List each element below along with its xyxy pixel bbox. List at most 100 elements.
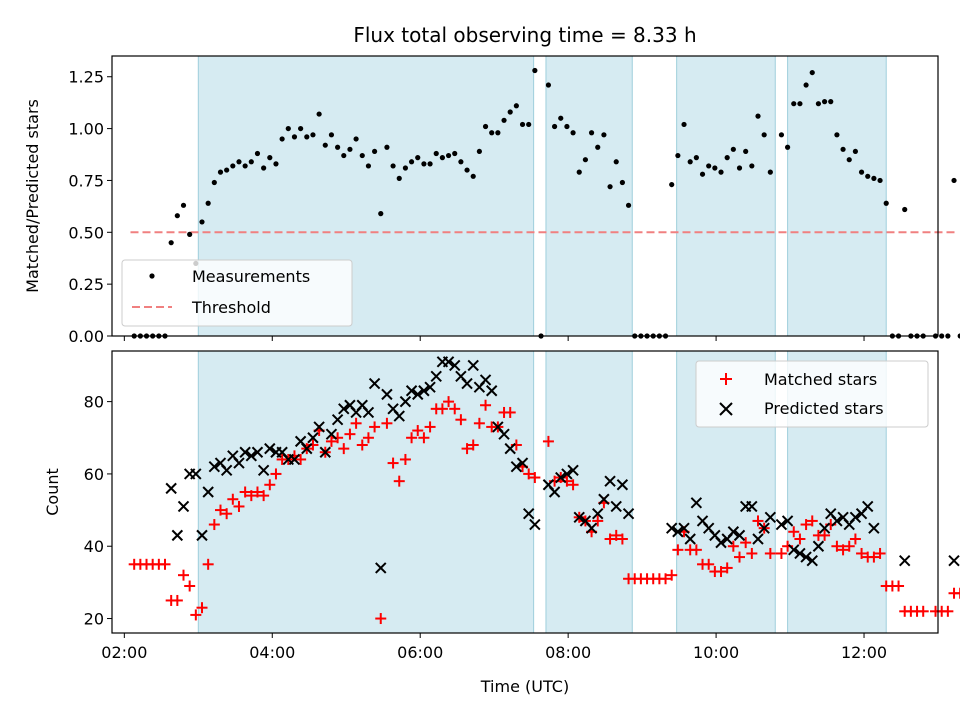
predicted-stars-point-11 — [233, 457, 245, 469]
bottom-shaded-interval-1 — [545, 350, 633, 634]
measurements-point-131 — [951, 177, 957, 184]
predicted-stars-point-87 — [746, 500, 758, 513]
predicted-stars-point-88 — [752, 533, 764, 545]
measurements-point-93 — [706, 163, 712, 169]
measurements-point-113 — [834, 132, 840, 138]
measurements-point-15 — [224, 167, 230, 173]
matched-stars-point-41 — [381, 417, 393, 429]
matched-stars-point-95 — [721, 562, 733, 574]
measurements-point-45 — [408, 159, 415, 165]
measurements-point-21 — [261, 165, 267, 171]
predicted-stars-point-33 — [368, 377, 381, 390]
measurements-point-51 — [445, 152, 452, 159]
measurements-point-7 — [174, 213, 180, 219]
predicted-stars-point-56 — [510, 460, 523, 473]
matched-stars-point-78 — [616, 533, 628, 545]
measurements-point-46 — [415, 155, 421, 161]
legend-matched-marker — [720, 373, 732, 385]
top-panel-title: Flux total observing time = 8.33 h — [353, 23, 696, 47]
matched-stars-point-98 — [740, 537, 752, 549]
matched-stars-point-65 — [529, 472, 541, 484]
measurements-point-43 — [396, 175, 402, 181]
measurements-point-12 — [205, 200, 211, 206]
top-y-tick-label-5: 1.25 — [68, 68, 104, 87]
matched-stars-point-18 — [239, 486, 251, 498]
predicted-stars-point-52 — [486, 385, 498, 397]
measurements-point-55 — [470, 173, 476, 179]
measurements-point-101 — [755, 113, 761, 119]
bottom-legend: Matched stars Predicted stars — [695, 360, 929, 428]
matched-stars-point-36 — [350, 417, 362, 429]
matched-stars-point-99 — [746, 547, 758, 559]
matched-stars-point-100 — [752, 515, 764, 527]
measurements-point-16 — [230, 163, 236, 169]
measurements-point-76 — [601, 132, 607, 138]
measurements-point-88 — [675, 152, 681, 159]
measurements-point-124 — [902, 206, 908, 213]
matched-stars-point-108 — [806, 515, 818, 527]
measurements-point-6 — [168, 240, 174, 246]
measurements-point-129 — [939, 333, 945, 339]
measurements-point-41 — [384, 144, 390, 150]
matched-stars-point-66 — [542, 435, 554, 447]
matched-stars-point-86 — [666, 569, 678, 581]
measurements-point-106 — [791, 101, 797, 107]
measurements-point-132 — [957, 333, 960, 339]
measurements-point-44 — [402, 165, 409, 171]
measurements-point-63 — [519, 121, 526, 128]
measurements-point-65 — [532, 67, 538, 74]
bottom-y-tick-label-3: 80 — [84, 393, 104, 412]
matched-stars-point-92 — [703, 558, 715, 570]
top-axes-frame — [111, 55, 939, 337]
predicted-stars-point-72 — [616, 479, 629, 491]
measurements-point-27 — [298, 125, 304, 132]
bottom-plot-area — [128, 356, 960, 625]
matched-stars-point-35 — [344, 428, 356, 440]
top-y-axis-label: Matched/Predicted stars — [23, 99, 42, 293]
predicted-stars-point-34 — [375, 562, 387, 574]
measurements-point-32 — [328, 132, 335, 138]
measurements-point-35 — [347, 146, 353, 152]
predicted-stars-point-92 — [781, 515, 794, 527]
matched-stars-point-38 — [362, 432, 374, 444]
measurements-point-112 — [828, 99, 834, 105]
predicted-stars-point-97 — [812, 540, 825, 552]
measurements-point-62 — [513, 103, 519, 109]
matched-stars-point-39 — [369, 421, 381, 433]
measurements-point-23 — [273, 161, 279, 167]
matched-stars-point-22 — [264, 479, 276, 491]
predicted-stars-point-67 — [585, 522, 598, 534]
top-shaded-interval-1 — [545, 55, 633, 337]
top-shaded-interval-3 — [787, 55, 887, 337]
matched-stars-point-27 — [295, 453, 307, 465]
bottom-axes-frame — [111, 350, 939, 634]
bottom-y-tick-label-1: 40 — [84, 537, 104, 556]
matched-stars-point-102 — [764, 547, 776, 559]
measurements-point-52 — [452, 150, 458, 157]
matched-stars-point-106 — [794, 533, 806, 545]
legend-predicted-label: Predicted stars — [764, 399, 884, 418]
predicted-stars-point-26 — [325, 428, 338, 440]
measurements-point-59 — [495, 130, 501, 136]
measurements-point-67 — [545, 82, 552, 88]
predicted-stars-point-96 — [806, 554, 818, 567]
measurements-point-71 — [570, 130, 576, 136]
predicted-stars-point-9 — [220, 464, 233, 477]
predicted-stars-point-37 — [393, 410, 405, 422]
measurements-point-60 — [501, 117, 507, 123]
bottom-x-tick-label-5: 12:00 — [841, 643, 887, 662]
measurements-point-17 — [236, 159, 242, 165]
predicted-stars-point-94 — [794, 547, 806, 560]
predicted-stars-point-48 — [461, 377, 473, 390]
predicted-stars-point-23 — [307, 432, 319, 444]
predicted-stars-point-45 — [442, 356, 455, 368]
legend-measurements-marker — [149, 273, 155, 279]
measurements-point-68 — [551, 123, 558, 130]
measurements-point-53 — [458, 159, 464, 165]
matched-stars-point-8 — [178, 569, 190, 581]
matched-stars-point-14 — [214, 504, 226, 516]
top-legend: Measurements Threshold — [121, 259, 353, 327]
measurements-point-20 — [254, 150, 261, 157]
matched-stars-point-53 — [455, 414, 467, 426]
